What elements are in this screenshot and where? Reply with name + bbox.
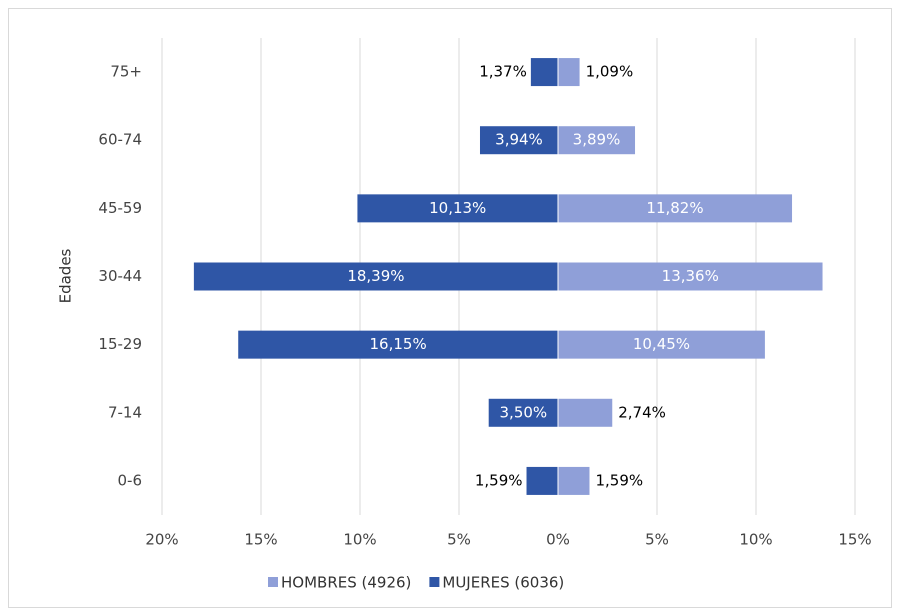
data-label: 3,94% [495,131,543,149]
data-label: 16,15% [370,335,427,353]
legend-label: HOMBRES (4926) [281,574,411,592]
y-axis-label: Edades [57,248,75,303]
y-tick-label: 7-14 [108,403,142,421]
bar [238,330,559,359]
y-tick-label: 30-44 [98,267,142,285]
bar [488,398,558,427]
data-label: 11,82% [646,199,703,217]
bar [558,194,793,223]
data-label: 1,59% [475,471,523,489]
y-tick-label: 0-6 [118,471,143,489]
bar [558,126,636,155]
data-label: 1,59% [595,471,643,489]
data-label: 13,36% [662,267,719,285]
bar [530,58,558,87]
x-tick-label: 20% [145,531,178,549]
y-tick-label: 75+ [110,63,142,81]
data-label: 1,09% [586,63,634,81]
legend-swatch [268,577,278,587]
bar [357,194,558,223]
data-label: 10,13% [429,199,486,217]
y-tick-label: 15-29 [98,335,142,353]
bar [558,262,823,291]
x-tick-label: 15% [838,531,871,549]
data-label: 18,39% [347,267,404,285]
data-label: 1,37% [479,63,527,81]
bar [558,330,765,359]
bar [526,466,558,495]
y-tick-label: 45-59 [98,199,142,217]
x-tick-label: 5% [645,531,669,549]
bar [558,398,613,427]
data-label: 2,74% [618,403,666,421]
bar [558,466,590,495]
bar [193,262,559,291]
bar [479,126,558,155]
chart-frame [8,8,892,608]
x-tick-label: 5% [447,531,471,549]
legend-label: MUJERES (6036) [442,574,564,592]
x-tick-label: 10% [739,531,772,549]
bar [558,58,580,87]
data-label: 10,45% [633,335,690,353]
x-tick-label: 15% [244,531,277,549]
x-tick-label: 0% [546,531,570,549]
legend-swatch [429,577,440,587]
data-label: 3,50% [500,403,548,421]
data-label: 3,89% [573,131,621,149]
x-tick-label: 10% [343,531,376,549]
y-tick-label: 60-74 [98,131,142,149]
